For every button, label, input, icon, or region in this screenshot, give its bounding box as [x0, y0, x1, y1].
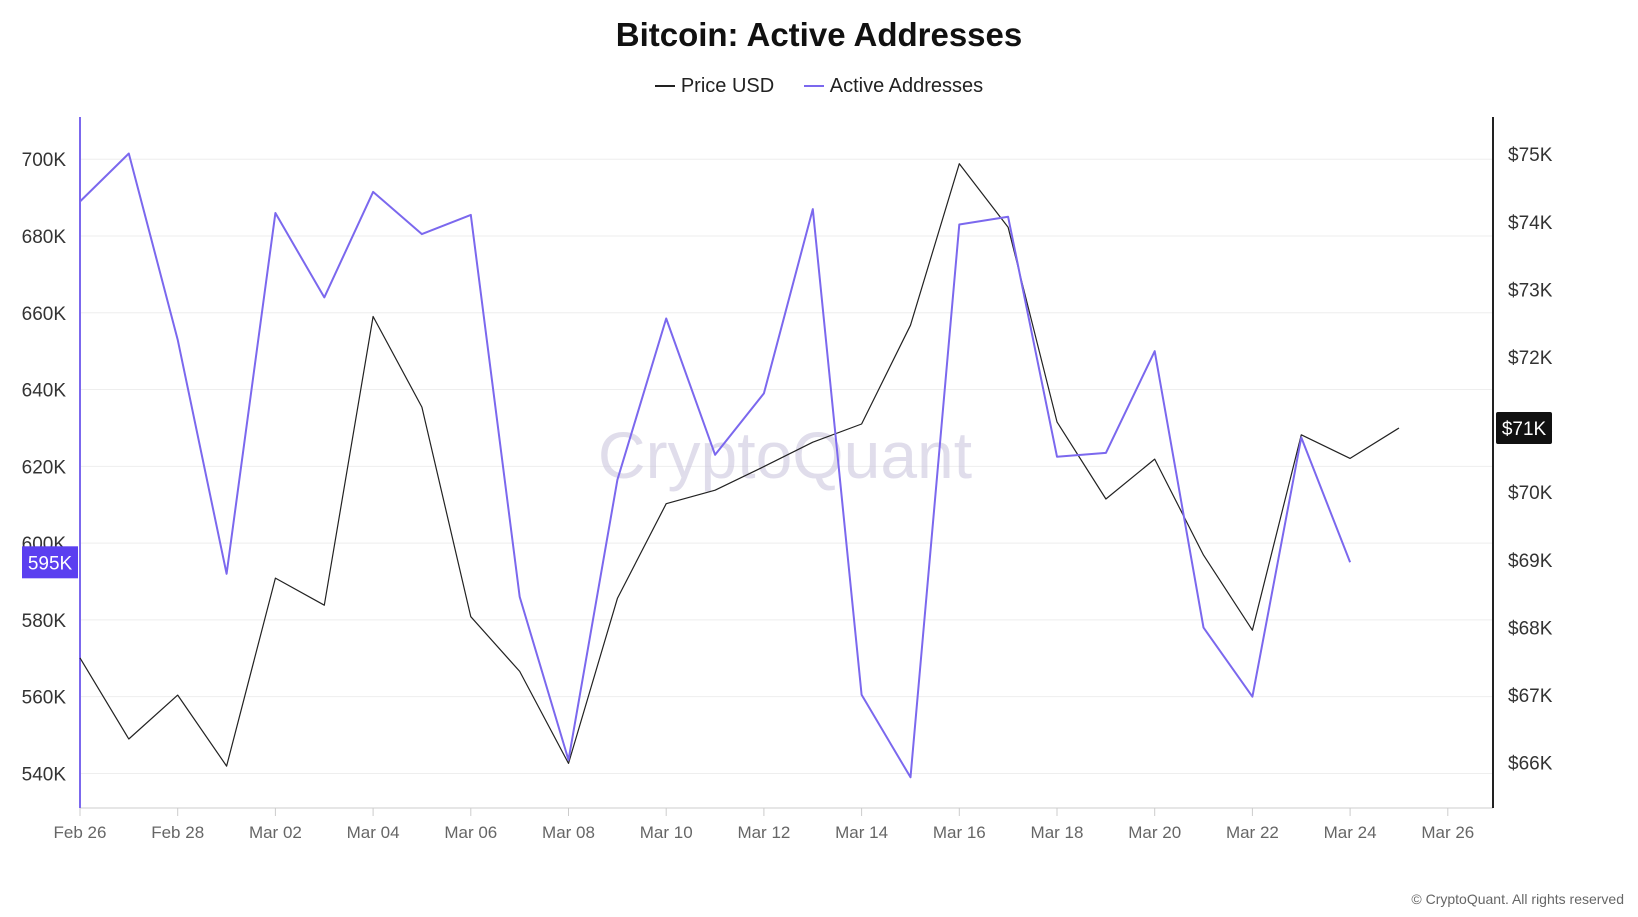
badge-right-text: $71K: [1502, 419, 1547, 440]
badge-right-current-price: [1496, 412, 1552, 445]
x-tick-label: Mar 14: [835, 823, 888, 842]
y-right-tick-label: $67K: [1508, 686, 1553, 707]
x-tick-label: Mar 10: [640, 823, 693, 842]
x-tick-label: Mar 18: [1031, 823, 1084, 842]
y-right-tick-label: $70K: [1508, 483, 1553, 504]
legend-item-active-addresses[interactable]: Active Addresses: [803, 74, 984, 98]
y-left-tick-label: 620K: [22, 457, 67, 478]
active-addresses-line: [79, 152, 1352, 779]
x-tick-label: Mar 12: [737, 823, 790, 842]
y-right-tick-label: $66K: [1508, 754, 1553, 775]
x-tick-label: Mar 06: [444, 823, 497, 842]
x-tick-label: Mar 22: [1226, 823, 1279, 842]
chart-title: Bitcoin: Active Addresses: [615, 16, 1023, 53]
x-tick-label: Feb 28: [151, 823, 204, 842]
axes: [79, 117, 1494, 816]
y-right-tick-label: $68K: [1508, 618, 1553, 639]
y-left-tick-label: 640K: [22, 381, 67, 402]
legend: Price USD Active Addresses: [0, 70, 1638, 98]
grid-lines: [80, 158, 1493, 774]
y-left-tick-label: 660K: [22, 304, 67, 325]
series-lines: [79, 152, 1400, 779]
legend-item-price[interactable]: Price USD: [654, 74, 775, 98]
x-tick-label: Mar 20: [1128, 823, 1181, 842]
x-tick-label: Mar 04: [347, 823, 400, 842]
y-left-tick-label: 580K: [22, 611, 67, 632]
y-right-tick-label: $75K: [1508, 145, 1553, 166]
x-tick-label: Mar 02: [249, 823, 302, 842]
y-left-tick-label: 540K: [22, 764, 67, 785]
y-right-tick-label: $69K: [1508, 551, 1553, 572]
copyright-notice: © CryptoQuant. All rights reserved: [1411, 891, 1624, 907]
x-tick-label: Mar 24: [1324, 823, 1377, 842]
badge-left-current-active-addresses: [22, 546, 78, 579]
x-tick-label: Mar 08: [542, 823, 595, 842]
legend-swatch-active-addresses: [803, 85, 824, 87]
legend-label-active-addresses: Active Addresses: [829, 74, 984, 97]
price-usd-line: [79, 163, 1400, 767]
y-left-tick-label: 680K: [22, 227, 67, 248]
x-tick-label: Mar 26: [1421, 823, 1474, 842]
badge-left-text: 595K: [28, 553, 73, 574]
y-left-tick-label: 560K: [22, 688, 67, 709]
y-right-tick-label: $72K: [1508, 348, 1553, 369]
watermark: CryptoQuant: [598, 418, 972, 492]
value-badges: 595K $71K: [22, 412, 1552, 579]
legend-label-price: Price USD: [680, 74, 775, 97]
x-tick-label: Mar 16: [933, 823, 986, 842]
legend-swatch-price: [654, 85, 675, 87]
x-tick-label: Feb 26: [54, 823, 107, 842]
y-left-tick-label: 700K: [22, 150, 67, 171]
y-right-tick-label: $74K: [1508, 213, 1553, 234]
y-right-tick-label: $73K: [1508, 280, 1553, 301]
